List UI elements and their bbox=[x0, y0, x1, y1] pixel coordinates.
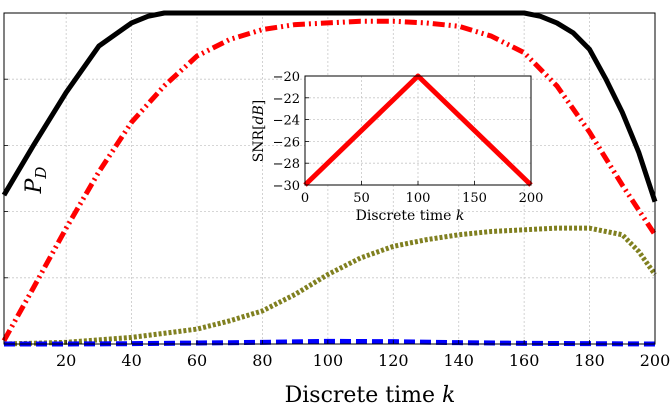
inset-y-tick-label: −20 bbox=[273, 70, 300, 85]
main-x-tick-label: 80 bbox=[252, 351, 272, 370]
inset-y-axis-title: SNR[dB] bbox=[251, 100, 267, 163]
main-x-tick-label: 40 bbox=[121, 351, 141, 370]
inset-y-tick-label: −24 bbox=[273, 114, 300, 129]
main-x-tick-label: 100 bbox=[313, 351, 344, 370]
inset-y-tick-label: −28 bbox=[273, 157, 300, 172]
inset-x-tick-label: 150 bbox=[462, 191, 487, 206]
main-series-line-3 bbox=[3, 225, 658, 347]
main-x-tick-label: 60 bbox=[187, 351, 207, 370]
inset-x-tick-label: 50 bbox=[353, 191, 370, 206]
inset-x-tick-label: 200 bbox=[519, 191, 544, 206]
inset-y-tick-label: −26 bbox=[273, 135, 300, 150]
inset-x-axis-title: Discrete time k bbox=[356, 208, 465, 224]
main-y-axis-title: PD bbox=[22, 167, 50, 195]
inset-y-tick-label: −30 bbox=[273, 179, 300, 194]
main-x-tick-label: 120 bbox=[378, 351, 409, 370]
main-x-tick-label: 140 bbox=[443, 351, 474, 370]
inset-y-tick-label: −22 bbox=[273, 92, 300, 107]
main-x-tick-label: 160 bbox=[509, 351, 540, 370]
main-tick-labels: 2040608010012014016018020000.20.40.60.81 bbox=[4, 12, 671, 370]
inset-chart: 0 50 100 150 200 −30 −28 −26 −24 −22 −20 Discrete … bbox=[251, 70, 543, 224]
main-plot-frame bbox=[3, 12, 656, 345]
main-series-line-2 bbox=[1, 18, 658, 342]
inset-x-tick-label: 100 bbox=[406, 191, 431, 206]
main-x-tick-label: 200 bbox=[640, 351, 671, 370]
inset-x-tick-label: 0 bbox=[301, 191, 309, 206]
main-x-tick-label: 180 bbox=[574, 351, 605, 370]
main-x-tick-label: 20 bbox=[56, 351, 76, 370]
main-x-axis-title: Discrete time k bbox=[285, 383, 456, 408]
inset-tick-labels: 0 50 100 150 200 −30 −28 −26 −24 −22 −20 bbox=[273, 70, 544, 206]
inset-background bbox=[305, 76, 531, 185]
